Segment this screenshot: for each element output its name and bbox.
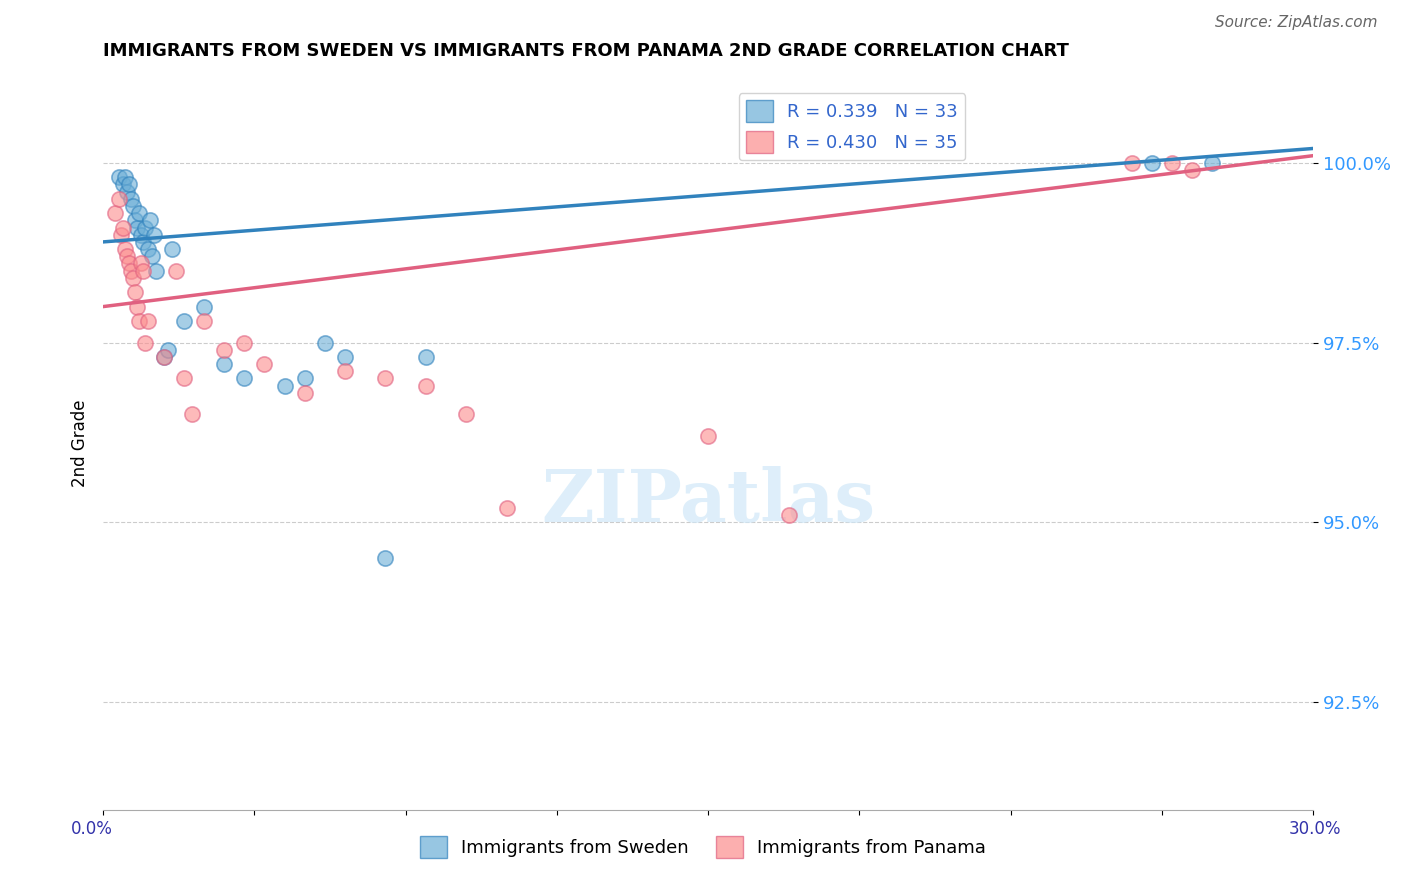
Point [124,213,146,227]
Point [697,429,720,443]
Point [173,314,195,328]
Point [118,178,141,192]
Point [120,192,142,206]
Point [114,170,136,185]
Point [108,170,131,185]
Point [1161,156,1184,170]
Point [142,227,165,242]
Point [120,263,142,277]
Point [212,343,235,357]
Point [138,213,160,227]
Point [122,270,145,285]
Point [152,350,174,364]
Point [1140,156,1163,170]
Point [112,178,135,192]
Point [131,256,153,270]
Text: 0.0%: 0.0% [70,820,112,838]
Point [456,408,478,422]
Point [333,364,356,378]
Point [374,551,396,566]
Point [1181,163,1204,178]
Point [118,256,141,270]
Point [127,220,149,235]
Point [122,199,145,213]
Point [136,314,159,328]
Point [173,371,195,385]
Point [112,220,135,235]
Point [132,235,155,249]
Point [128,206,150,220]
Point [108,192,131,206]
Point [314,335,336,350]
Point [117,249,139,263]
Point [1201,156,1223,170]
Y-axis label: 2nd Grade: 2nd Grade [72,400,89,487]
Point [156,343,179,357]
Point [131,227,153,242]
Point [128,314,150,328]
Point [193,314,215,328]
Point [152,350,174,364]
Point [495,500,517,515]
Text: 30.0%: 30.0% [1288,820,1341,838]
Point [165,263,187,277]
Point [294,371,316,385]
Point [212,357,235,371]
Text: IMMIGRANTS FROM SWEDEN VS IMMIGRANTS FROM PANAMA 2ND GRADE CORRELATION CHART: IMMIGRANTS FROM SWEDEN VS IMMIGRANTS FRO… [103,42,1069,60]
Text: Source: ZipAtlas.com: Source: ZipAtlas.com [1215,15,1378,29]
Point [132,263,155,277]
Point [136,242,159,256]
Point [415,378,437,392]
Point [778,508,800,522]
Point [104,206,127,220]
Point [110,227,132,242]
Point [233,371,256,385]
Point [374,371,396,385]
Point [127,300,149,314]
Point [160,242,183,256]
Point [124,285,146,300]
Point [145,263,167,277]
Point [233,335,256,350]
Point [134,220,156,235]
Point [253,357,276,371]
Point [1121,156,1143,170]
Point [273,378,295,392]
Point [415,350,437,364]
Point [117,185,139,199]
Point [180,408,202,422]
Point [114,242,136,256]
Point [193,300,215,314]
Legend: R = 0.339   N = 33, R = 0.430   N = 35: R = 0.339 N = 33, R = 0.430 N = 35 [738,93,966,161]
Point [134,335,156,350]
Legend: Immigrants from Sweden, Immigrants from Panama: Immigrants from Sweden, Immigrants from … [412,829,994,865]
Point [333,350,356,364]
Point [294,385,316,400]
Text: ZIPatlas: ZIPatlas [541,467,876,537]
Point [141,249,163,263]
